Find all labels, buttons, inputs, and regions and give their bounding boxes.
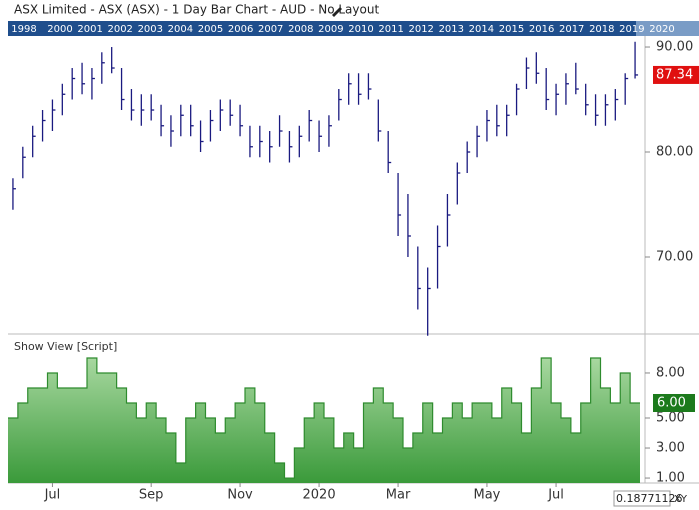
x-tick-label: Nov bbox=[227, 488, 253, 503]
year-label: 1998 bbox=[11, 24, 36, 35]
y-tick-label: 1.00 bbox=[656, 471, 685, 486]
y-tick-label: 5.00 bbox=[656, 411, 685, 426]
year-strip-selection bbox=[636, 21, 699, 36]
year-label: 2019 bbox=[619, 24, 644, 35]
year-label: 2013 bbox=[439, 24, 464, 35]
year-label: 2011 bbox=[378, 24, 403, 35]
x-tick-label: May bbox=[473, 488, 500, 503]
x-tick-label: 2020 bbox=[303, 488, 336, 503]
year-label: 2003 bbox=[138, 24, 163, 35]
year-label: 2000 bbox=[47, 24, 72, 35]
year-label: 2014 bbox=[469, 24, 494, 35]
year-label: 2006 bbox=[228, 24, 253, 35]
y-tick-label: 70.00 bbox=[656, 249, 693, 264]
year-strip-bg bbox=[8, 21, 699, 36]
cursor-value: 0.18771126 bbox=[616, 492, 682, 505]
year-label: 2008 bbox=[288, 24, 313, 35]
chart-title: ASX Limited - ASX (ASX) - 1 Day Bar Char… bbox=[14, 3, 379, 17]
x-tick-label: Sep bbox=[139, 488, 164, 503]
year-label: 2015 bbox=[499, 24, 524, 35]
last-price-box bbox=[653, 65, 699, 84]
y-tick-label: 3.00 bbox=[656, 441, 685, 456]
y-tick-label: 80.00 bbox=[656, 145, 693, 160]
year-label: 2007 bbox=[258, 24, 283, 35]
year-label: 2010 bbox=[348, 24, 373, 35]
indicator-area bbox=[8, 357, 640, 483]
year-label: 2012 bbox=[408, 24, 433, 35]
year-label: 2017 bbox=[559, 24, 584, 35]
x-tick-label: Jul bbox=[44, 488, 61, 503]
cursor-box bbox=[613, 490, 671, 507]
year-label: 2016 bbox=[529, 24, 554, 35]
y-tick-label: 8.00 bbox=[656, 365, 685, 380]
year-label: 2002 bbox=[107, 24, 132, 35]
year-label: 2001 bbox=[77, 24, 102, 35]
year-label: 2018 bbox=[589, 24, 614, 35]
last-value-box bbox=[653, 393, 695, 412]
xy-button[interactable]: XY bbox=[674, 494, 688, 505]
y-tick-label: 90.00 bbox=[656, 40, 693, 55]
year-label: 2020 bbox=[649, 24, 674, 35]
year-label: 2005 bbox=[198, 24, 223, 35]
last-value-label: 6.00 bbox=[657, 395, 686, 410]
x-tick-label: Jul bbox=[547, 488, 564, 503]
edit-icon[interactable] bbox=[332, 7, 342, 17]
year-label: 2009 bbox=[318, 24, 343, 35]
indicator-line bbox=[8, 357, 640, 479]
year-label: 2004 bbox=[168, 24, 193, 35]
panel-title: Show View [Script] bbox=[14, 340, 117, 353]
year-strip[interactable]: 1998 2000 2001 2002 2003 2004 2005 2006 2007 2008… bbox=[8, 21, 699, 36]
x-tick-label: Mar bbox=[386, 488, 411, 503]
last-price-label: 87.34 bbox=[656, 67, 693, 82]
